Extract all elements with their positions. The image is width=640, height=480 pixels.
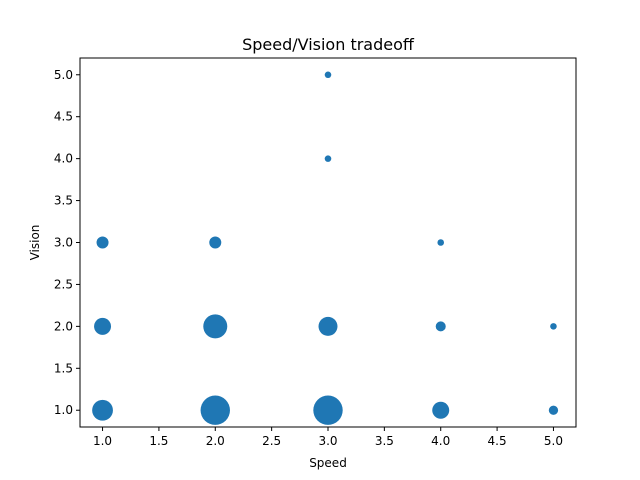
x-tick-label-1: 1.5 [149, 434, 168, 448]
data-point-11 [435, 321, 446, 332]
y-tick-label-4: 3.0 [54, 236, 73, 250]
data-point-12 [437, 239, 445, 246]
x-tick-label-3: 2.5 [262, 434, 281, 448]
x-tick-label-5: 3.5 [375, 434, 394, 448]
y-tick-label-2: 2.0 [54, 319, 73, 333]
y-tick-label-0: 1.0 [54, 403, 73, 417]
y-tick-label-5: 3.5 [54, 194, 73, 208]
data-point-2 [96, 236, 109, 249]
data-point-7 [318, 316, 338, 336]
x-axis: 1.0 1.5 2.0 2.5 3.0 3.5 4.0 4.5 5.0 [93, 427, 563, 448]
data-point-5 [209, 236, 222, 249]
points-layer [92, 71, 559, 425]
y-tick-label-7: 4.5 [54, 110, 73, 124]
x-tick-label-7: 4.5 [488, 434, 507, 448]
y-tick-label-8: 5.0 [54, 68, 73, 82]
y-tick-label-3: 2.5 [54, 277, 73, 291]
data-point-9 [324, 71, 332, 79]
y-tick-label-1: 1.5 [54, 361, 73, 375]
data-point-4 [203, 314, 228, 339]
y-axis-label: Vision [28, 225, 42, 261]
data-point-10 [432, 401, 450, 419]
plot-frame [79, 57, 577, 428]
x-tick-label-8: 5.0 [544, 434, 563, 448]
x-tick-label-4: 3.0 [318, 434, 337, 448]
data-point-3 [200, 395, 230, 425]
x-tick-label-0: 1.0 [93, 434, 112, 448]
data-point-1 [94, 317, 112, 335]
data-point-8 [324, 155, 332, 162]
data-point-6 [313, 395, 343, 425]
y-axis: 1.0 1.5 2.0 2.5 3.0 3.5 4.0 4.5 5.0 [54, 68, 80, 417]
x-tick-label-6: 4.0 [431, 434, 450, 448]
data-point-14 [550, 323, 557, 330]
x-axis-label: Speed [309, 456, 347, 470]
y-tick-label-6: 4.0 [54, 152, 73, 166]
data-point-0 [92, 399, 113, 421]
x-tick-label-2: 2.0 [206, 434, 225, 448]
chart-title: Speed/Vision tradeoff [242, 35, 415, 54]
data-point-13 [548, 405, 559, 415]
